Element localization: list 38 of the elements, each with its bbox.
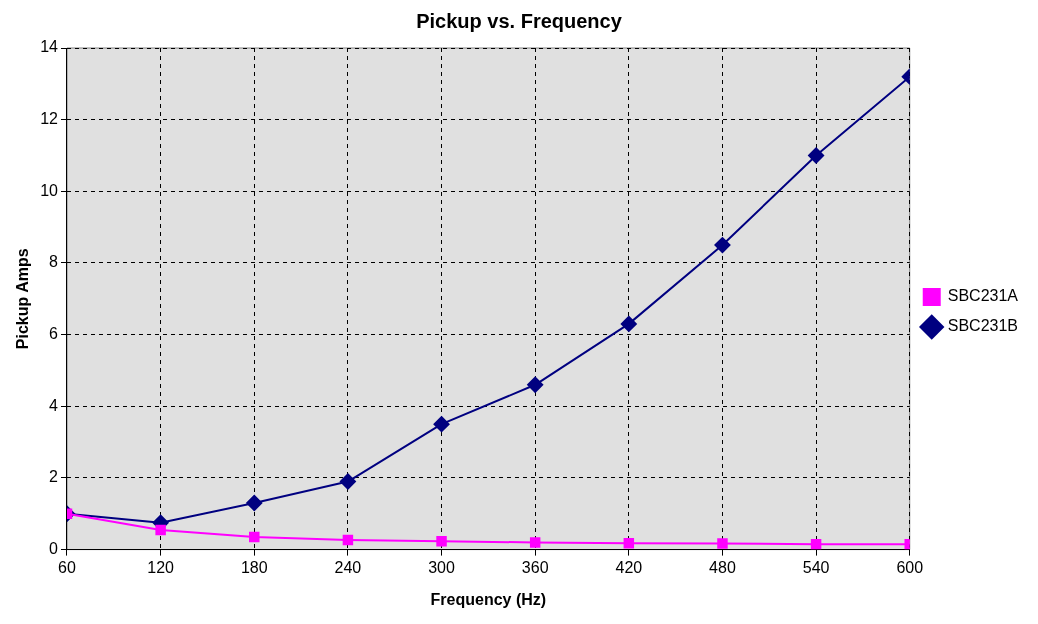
point xyxy=(810,538,822,550)
x-tick-label: 540 xyxy=(802,558,830,576)
y-tick-label: 8 xyxy=(49,253,59,271)
point xyxy=(436,536,447,547)
point xyxy=(527,376,544,393)
x-tick-label: 300 xyxy=(428,558,455,576)
x-tick-label: 420 xyxy=(615,558,643,576)
point xyxy=(433,416,450,433)
point xyxy=(249,531,260,543)
y-tick-label: 2 xyxy=(49,468,59,486)
point xyxy=(155,524,166,536)
y-tick-label: 0 xyxy=(49,540,59,558)
x-tick-label: 360 xyxy=(521,558,549,576)
chart-title: Pickup vs. Frequency xyxy=(416,9,623,32)
y-tick-label: 12 xyxy=(40,110,59,128)
x-tick-label: 120 xyxy=(147,558,175,576)
y-tick-label: 10 xyxy=(40,181,59,199)
point xyxy=(339,473,356,490)
legend-label: SBC231A xyxy=(947,287,1019,305)
x-axis-title: Frequency (Hz) xyxy=(430,590,547,608)
x-tick-label: 180 xyxy=(240,558,268,576)
point xyxy=(717,538,728,549)
point xyxy=(620,315,637,332)
point xyxy=(246,495,263,512)
y-tick-label: 6 xyxy=(49,325,59,343)
x-tick-label: 600 xyxy=(896,558,924,576)
point xyxy=(342,534,354,546)
x-tick-label: 240 xyxy=(334,558,362,576)
y-axis-title: Pickup Amps xyxy=(14,248,32,350)
point xyxy=(808,147,825,164)
x-tick-label: 60 xyxy=(58,558,76,576)
point xyxy=(529,537,541,548)
legend-label: SBC231B xyxy=(947,317,1018,335)
y-tick-label: 14 xyxy=(40,38,59,56)
point xyxy=(623,537,635,549)
y-tick-label: 4 xyxy=(49,396,59,414)
x-tick-label: 480 xyxy=(709,558,736,576)
point xyxy=(714,237,731,254)
